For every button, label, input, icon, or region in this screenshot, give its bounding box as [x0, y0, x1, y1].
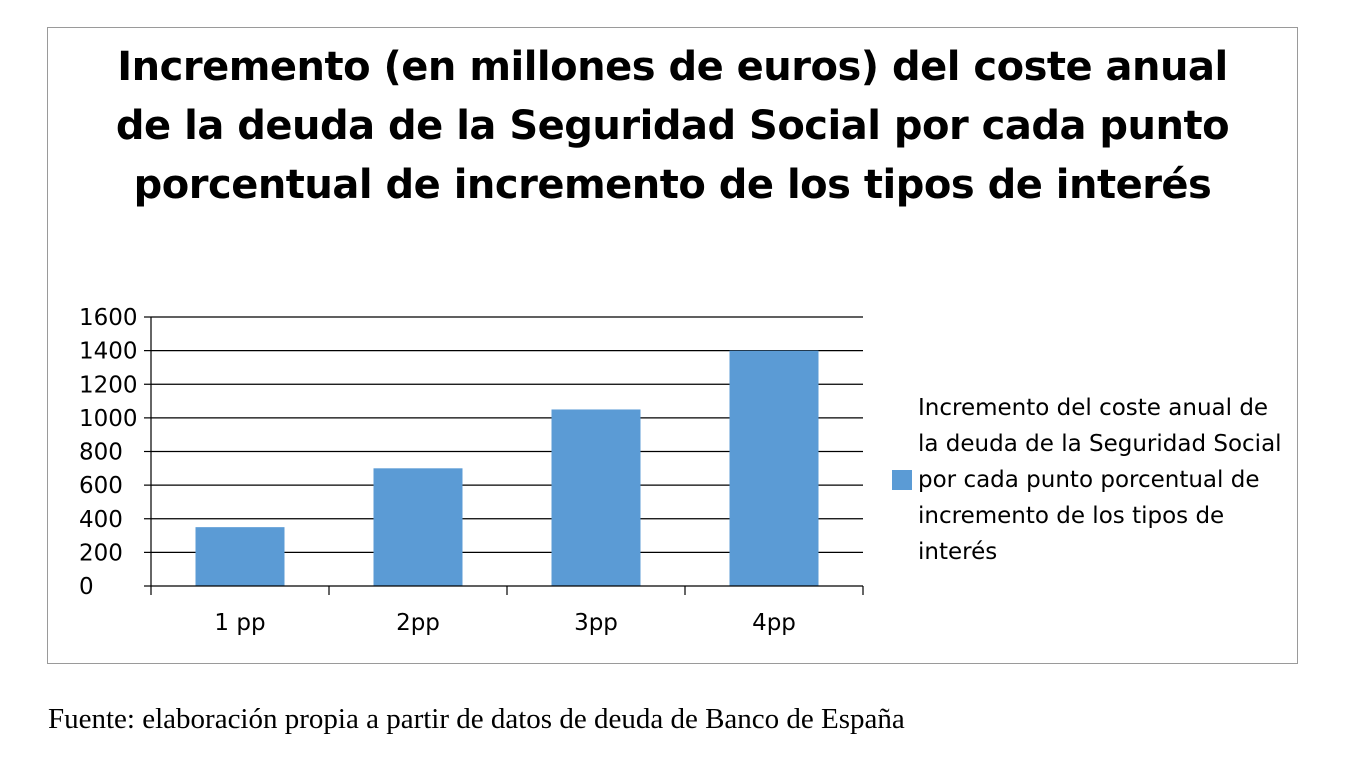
y-tick-label: 1400	[79, 339, 138, 365]
legend-label: Incremento del coste anual de la deuda d…	[918, 395, 1282, 565]
bar	[373, 468, 463, 586]
axes	[144, 316, 864, 595]
source-note: Fuente: elaboración propia a partir de d…	[48, 703, 905, 735]
y-tick-label: 800	[79, 440, 123, 466]
x-tick-label: 1 pp	[214, 610, 265, 636]
x-tick-label: 4pp	[752, 610, 796, 636]
y-tick-label: 400	[79, 507, 123, 533]
y-tick-labels: 0 200 400 600 800 1000 1200 1400 1600	[79, 305, 138, 600]
bar	[551, 409, 641, 586]
legend-swatch	[892, 470, 912, 490]
legend: Incremento del coste anual de la deuda d…	[892, 390, 1287, 570]
y-tick-label: 1200	[79, 372, 138, 398]
chart-title: Incremento (en millones de euros) del co…	[115, 44, 1230, 208]
y-tick-label: 0	[79, 574, 94, 600]
x-tick-label: 3pp	[574, 610, 618, 636]
bars	[195, 350, 819, 586]
y-tick-label: 1600	[79, 305, 138, 331]
bar	[729, 350, 819, 586]
bar	[195, 527, 285, 586]
x-tick-label: 2pp	[396, 610, 440, 636]
x-tick-labels: 1 pp 2pp 3pp 4pp	[214, 610, 796, 636]
y-tick-label: 1000	[79, 406, 138, 432]
y-tick-label: 600	[79, 473, 123, 499]
y-tick-label: 200	[79, 540, 123, 566]
